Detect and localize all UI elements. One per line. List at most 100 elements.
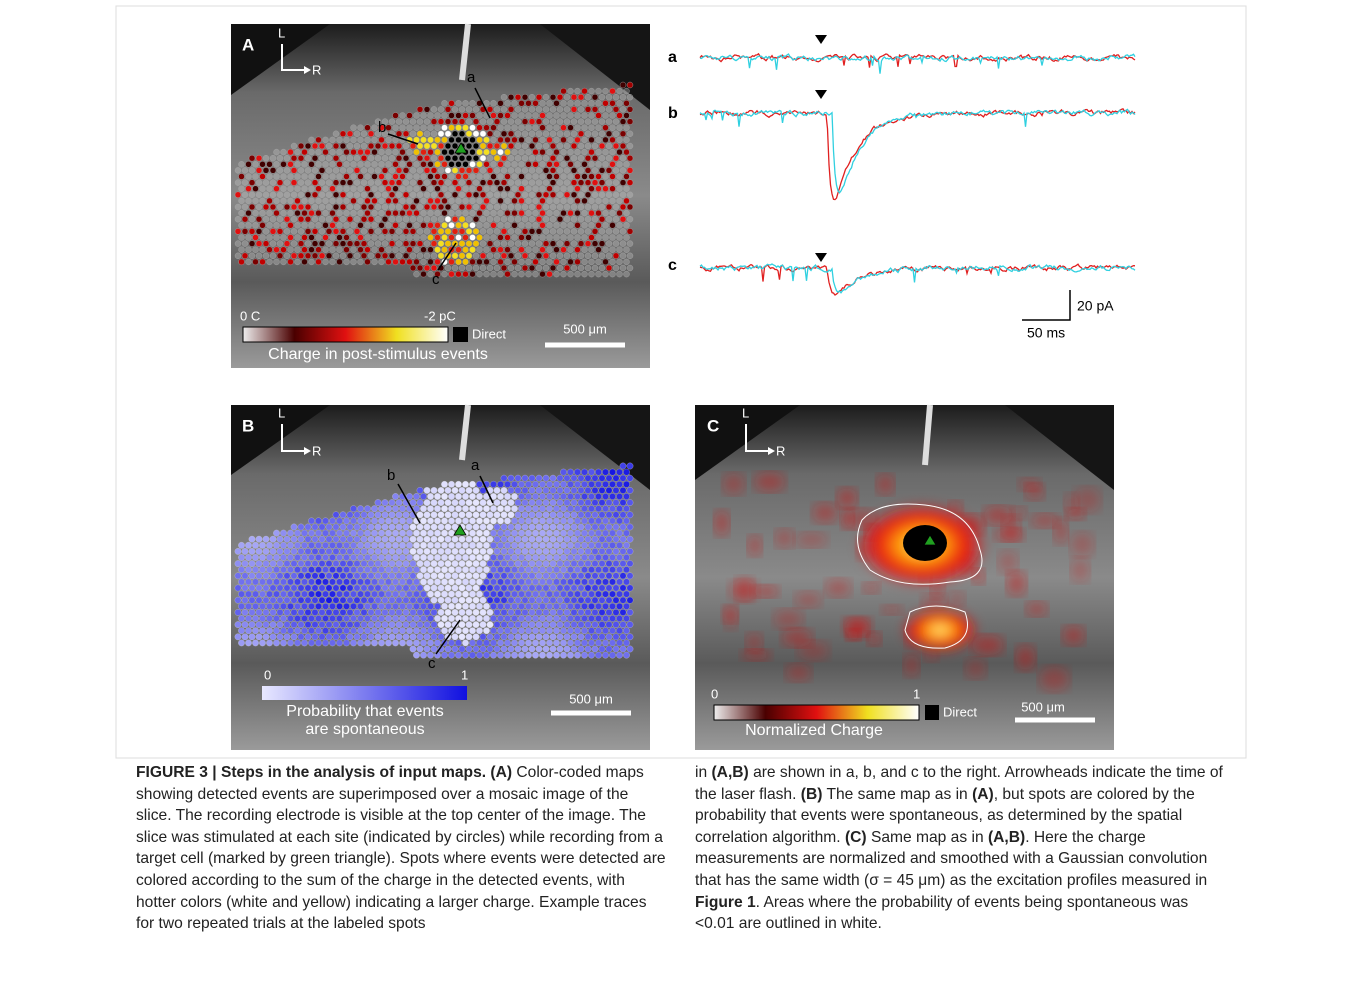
stim-site: [358, 137, 364, 143]
stim-site: [623, 652, 629, 658]
stim-site: [449, 210, 455, 216]
stim-site: [571, 487, 577, 493]
stim-site: [392, 603, 398, 609]
stim-site: [490, 652, 496, 658]
stim-site: [623, 481, 629, 487]
stim-site: [448, 554, 454, 560]
stim-site: [343, 542, 349, 548]
stim-site: [343, 603, 349, 609]
stim-site: [571, 512, 577, 518]
stim-site: [413, 652, 419, 658]
stim-site: [490, 530, 496, 536]
stim-site: [253, 259, 259, 265]
stim-site: [455, 554, 461, 560]
stim-site: [235, 621, 241, 627]
stim-site: [620, 499, 626, 505]
stim-site: [582, 210, 588, 216]
panel-c: C L R 0 1 Direct Normalized Charge 500 μ…: [695, 405, 1114, 750]
stim-site: [508, 131, 514, 137]
stim-site: [498, 235, 504, 241]
stim-site: [354, 253, 360, 259]
stim-site: [235, 560, 241, 566]
stim-site: [277, 192, 283, 198]
stim-site: [512, 259, 518, 265]
stim-site: [554, 100, 560, 106]
stim-site: [462, 640, 468, 646]
stim-site: [263, 548, 269, 554]
stim-site: [361, 192, 367, 198]
stim-site: [533, 271, 539, 277]
stim-site: [599, 512, 605, 518]
stim-site: [476, 628, 482, 634]
stim-site: [606, 487, 612, 493]
stim-site: [322, 628, 328, 634]
stim-site: [498, 271, 504, 277]
stim-site: [592, 499, 598, 505]
stim-site: [553, 603, 559, 609]
stim-site: [284, 573, 290, 579]
stim-site: [553, 591, 559, 597]
stim-site: [469, 640, 475, 646]
stim-site: [554, 271, 560, 277]
stim-site: [546, 542, 552, 548]
stim-site: [606, 548, 612, 554]
stim-site: [627, 94, 633, 100]
stim-site: [281, 210, 287, 216]
stim-site: [389, 167, 395, 173]
stim-site: [540, 259, 546, 265]
stim-site: [466, 216, 472, 222]
stim-site: [599, 573, 605, 579]
stim-site: [361, 180, 367, 186]
stim-site: [421, 210, 427, 216]
stim-site: [519, 100, 525, 106]
stim-site: [543, 609, 549, 615]
stim-site: [574, 652, 580, 658]
stim-site: [260, 235, 266, 241]
stim-site: [406, 518, 412, 524]
stim-site: [452, 536, 458, 542]
colorbar-min: 0: [264, 667, 271, 682]
stim-site: [515, 155, 521, 161]
stim-site: [578, 180, 584, 186]
stim-site: [463, 210, 469, 216]
stim-site: [554, 137, 560, 143]
stim-site: [322, 554, 328, 560]
stim-site: [578, 597, 584, 603]
stim-site: [522, 487, 528, 493]
stim-site: [515, 548, 521, 554]
stim-site: [326, 143, 332, 149]
stim-site: [295, 259, 301, 265]
stim-site: [259, 579, 265, 585]
stim-site: [623, 554, 629, 560]
stim-site: [357, 506, 363, 512]
stim-site: [532, 640, 538, 646]
stim-site: [435, 198, 441, 204]
stim-site: [554, 259, 560, 265]
stim-site: [337, 259, 343, 265]
stim-site: [386, 125, 392, 131]
stim-site: [515, 228, 521, 234]
stim-site: [438, 499, 444, 505]
stim-site: [533, 198, 539, 204]
stim-site: [288, 259, 294, 265]
stim-site: [242, 180, 248, 186]
colorbar-title: Charge in post-stimulus events: [268, 346, 488, 363]
stim-site: [476, 652, 482, 658]
stim-site: [438, 180, 444, 186]
stim-site: [620, 548, 626, 554]
stim-site: [505, 198, 511, 204]
charge-blob: [1062, 626, 1084, 646]
stim-site: [319, 143, 325, 149]
stim-site: [553, 652, 559, 658]
stim-site: [585, 585, 591, 591]
stim-site: [616, 567, 622, 573]
stim-site: [396, 180, 402, 186]
stim-site: [280, 591, 286, 597]
stim-site: [368, 180, 374, 186]
stim-site: [501, 131, 507, 137]
stim-site: [581, 518, 587, 524]
stim-site: [578, 646, 584, 652]
stim-site: [438, 560, 444, 566]
stim-site: [547, 259, 553, 265]
stim-site: [550, 180, 556, 186]
